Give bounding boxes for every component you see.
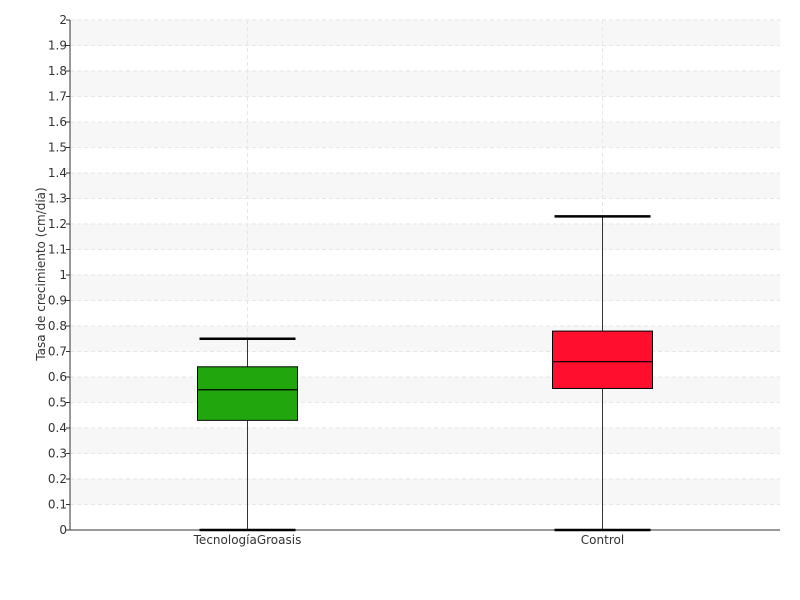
box-series [197,215,653,532]
y-tick-label: 1 [59,268,67,282]
box-1 [197,337,298,532]
y-tick-label: 0.3 [48,447,67,461]
grid-band [70,71,780,97]
y-tick-label: 1.7 [48,90,67,104]
grid-band [70,224,780,250]
grid-band [70,326,780,352]
x-category-label: Control [581,533,624,547]
iqr-box [552,330,653,389]
y-tick-label: 1.3 [48,192,67,206]
grid-band [70,377,780,403]
y-tick-label: 0.1 [48,498,67,512]
y-axis-label: Tasa de crecimiento (cm/día) [34,187,48,361]
y-tick-label: 0.6 [48,370,67,384]
y-tick-label: 1.8 [48,64,67,78]
y-tick-label: 0 [59,523,67,537]
y-tick-label: 1.1 [48,243,67,257]
y-tick-label: 1.9 [48,39,67,53]
y-tick-label: 1.2 [48,217,67,231]
box-2 [552,215,653,532]
grid-bands [70,20,780,505]
y-tick-label: 0.9 [48,294,67,308]
x-axis-labels: TecnologíaGroasis Control [193,533,625,547]
y-tick-label: 0.7 [48,345,67,359]
y-tick-label: 1.5 [48,141,67,155]
grid-band [70,20,780,46]
y-tick-label: 1.4 [48,166,67,180]
y-tick-label: 0.4 [48,421,67,435]
grid-band [70,275,780,301]
grid-band [70,479,780,505]
grid-lines [70,19,780,530]
y-tick-label: 1.6 [48,115,67,129]
grid-band [70,173,780,199]
y-tick-label: 0.2 [48,472,67,486]
grid-band [70,122,780,148]
iqr-box [197,366,298,421]
grid-band [70,428,780,454]
y-tick-label: 0.8 [48,319,67,333]
y-tick-label: 0.5 [48,396,67,410]
y-tick-label: 2 [59,13,67,27]
y-axis-ticks: 0 0.1 0.2 0.3 0.4 0.5 0.6 0.7 0.8 0.9 1 1.1 1.2 1.3 1.… [48,13,70,537]
x-category-label: TecnologíaGroasis [193,533,302,547]
